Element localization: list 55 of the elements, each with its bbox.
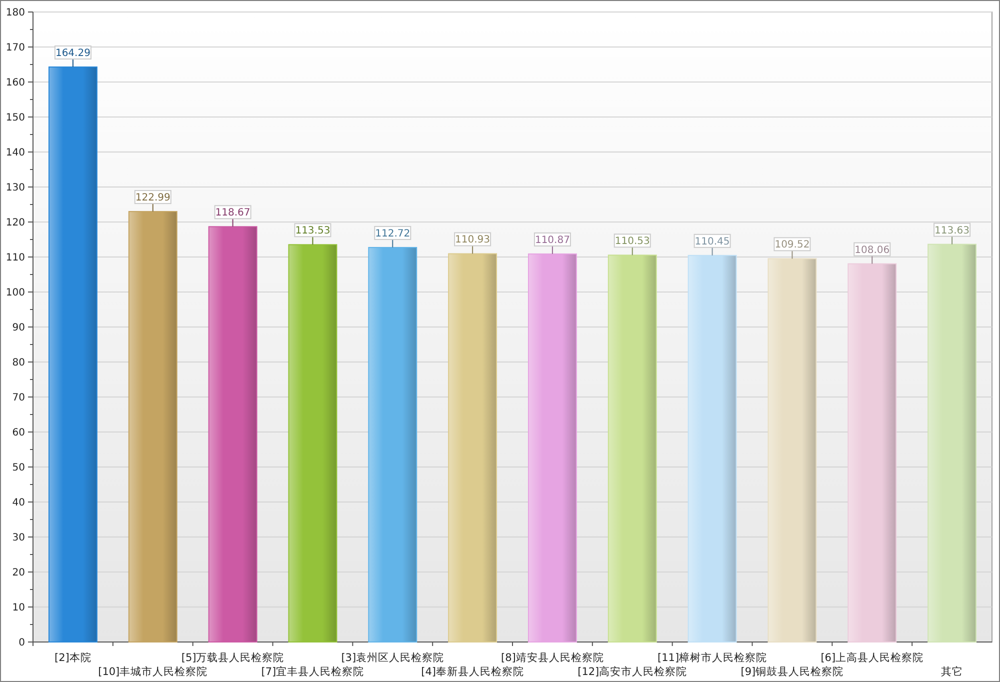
data-label: 110.93 (455, 234, 490, 246)
bar (688, 254, 737, 642)
bar (608, 254, 657, 642)
bar (768, 258, 817, 642)
data-label: 110.53 (614, 236, 650, 248)
x-tick-label: [6]上高县人民检察院 (820, 651, 924, 664)
y-tick-label: 80 (12, 358, 25, 368)
y-tick-label: 170 (6, 42, 25, 54)
y-tick-label: 30 (12, 532, 25, 544)
data-label: 112.72 (375, 228, 410, 240)
y-tick-label: 150 (6, 112, 25, 124)
data-label: 164.29 (55, 48, 90, 59)
x-tick-label: [4]奉新县人民检察院 (421, 665, 524, 678)
data-label: 113.53 (295, 226, 330, 237)
bar (368, 246, 418, 642)
y-tick-label: 110 (6, 252, 25, 264)
bar (48, 66, 98, 642)
data-label: 122.99 (135, 192, 170, 204)
x-tick-label: [9]铜鼓县人民检察院 (740, 665, 844, 678)
data-label: 118.67 (215, 208, 250, 219)
bar (128, 211, 178, 642)
y-tick-label: 60 (12, 428, 25, 438)
y-tick-label: 160 (6, 78, 25, 88)
y-tick-label: 140 (6, 148, 25, 158)
y-tick-label: 120 (6, 218, 25, 228)
x-tick-label: [3]袁州区人民检察院 (341, 651, 444, 664)
x-tick-label: [7]宜丰县人民检察院 (261, 665, 364, 678)
y-tick-label: 50 (12, 462, 25, 474)
data-label: 110.87 (534, 234, 570, 246)
x-tick-label: [10]丰城市人民检察院 (98, 665, 208, 678)
y-tick-label: 130 (6, 182, 25, 194)
bar (528, 253, 577, 642)
x-tick-label: [5]万载县人民检察院 (181, 651, 284, 664)
y-tick-label: 180 (6, 8, 25, 18)
y-tick-label: 20 (12, 568, 25, 578)
x-tick-label: 其它 (941, 665, 964, 678)
data-label: 109.52 (774, 240, 810, 251)
y-tick-label: 40 (12, 498, 25, 508)
y-tick-label: 70 (12, 392, 25, 404)
x-tick-label: [12]高安市人民检察院 (578, 665, 688, 678)
data-label: 108.06 (854, 244, 890, 256)
data-label: 113.63 (934, 225, 970, 236)
x-tick-label: [2]本院 (54, 651, 92, 664)
bar (448, 253, 498, 642)
y-tick-label: 10 (12, 602, 25, 614)
bar (848, 263, 897, 642)
bar (208, 226, 258, 642)
data-label: 110.45 (694, 236, 730, 248)
x-tick-label: [8]靖安县人民检察院 (501, 651, 604, 664)
bar (928, 244, 977, 642)
x-tick-label: [11]樟树市人民检察院 (658, 651, 768, 664)
bar (288, 244, 338, 642)
y-tick-label: 90 (12, 322, 25, 334)
y-tick-label: 100 (6, 288, 25, 298)
y-tick-label: 0 (18, 638, 25, 648)
